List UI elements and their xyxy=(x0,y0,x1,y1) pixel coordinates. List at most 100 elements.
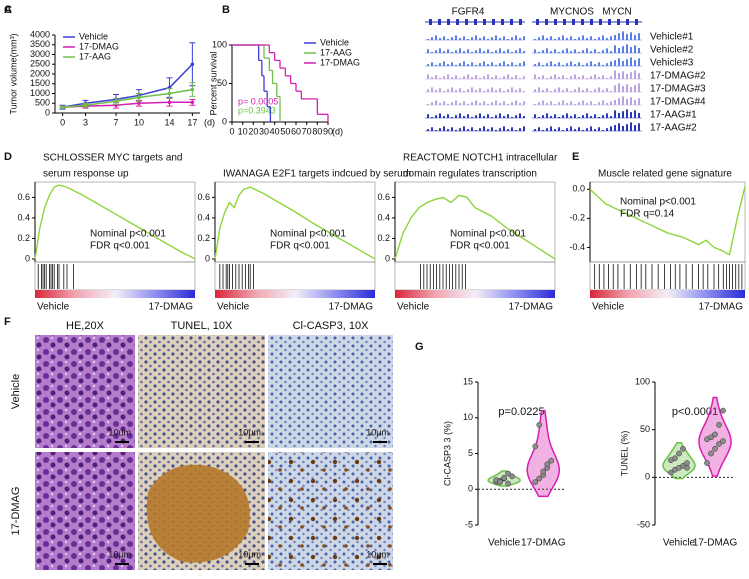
y-tick-label: -5 xyxy=(465,519,473,529)
track-signal xyxy=(626,109,628,118)
track-signal xyxy=(439,38,441,40)
track-signal xyxy=(630,47,632,53)
track-signal xyxy=(435,50,437,53)
track-signal xyxy=(511,52,513,53)
exon xyxy=(626,19,629,25)
track-signal xyxy=(475,90,477,92)
track-signal xyxy=(554,104,556,105)
point xyxy=(167,91,172,96)
enrichment-curve xyxy=(589,186,746,256)
track-signal xyxy=(574,104,576,105)
x-tick-label: 80 xyxy=(312,126,322,136)
track-signal xyxy=(610,101,612,105)
track-signal xyxy=(519,88,521,92)
track-signal xyxy=(507,104,509,105)
legend-label: 17-AAG xyxy=(79,51,111,61)
y-tick-label: 50 xyxy=(640,424,650,434)
track-signal xyxy=(594,114,596,118)
track-signal xyxy=(483,36,485,40)
track-signal xyxy=(550,101,552,105)
track-signal xyxy=(598,102,600,105)
track-signal xyxy=(582,90,584,92)
enrichment-curve xyxy=(34,184,196,260)
track-signal xyxy=(546,38,548,40)
track-signal xyxy=(499,38,501,40)
stained-cells xyxy=(268,452,393,570)
y-axis-label: TUNEL (%) xyxy=(619,431,629,477)
track-signal xyxy=(439,88,441,92)
x-tick-label: 90 xyxy=(323,126,333,136)
exon xyxy=(599,19,602,25)
track-signal xyxy=(455,35,457,40)
track-signal xyxy=(622,96,624,105)
track-signal xyxy=(427,64,429,66)
y-tick-label: 2000 xyxy=(30,68,50,78)
micrograph xyxy=(35,335,135,448)
panel-label: E xyxy=(572,151,579,163)
track-signal xyxy=(495,75,497,79)
track-signal xyxy=(622,126,624,131)
track-signal xyxy=(491,87,493,92)
rank-bar xyxy=(215,290,375,298)
track-signal xyxy=(618,33,620,40)
exon xyxy=(456,19,459,25)
track-signal xyxy=(546,63,548,66)
track-signal xyxy=(550,91,552,92)
point xyxy=(684,460,690,466)
series-line xyxy=(62,88,193,108)
sample-label: 17-DMAG#4 xyxy=(650,97,706,108)
track-signal xyxy=(538,37,540,40)
y-tick-label: 100 xyxy=(635,376,650,386)
track-signal xyxy=(523,101,525,105)
y-tick-label: 10 xyxy=(463,412,473,422)
track-signal xyxy=(602,115,604,118)
track-signal xyxy=(558,52,560,53)
track-signal xyxy=(546,103,548,105)
track-signal xyxy=(614,35,616,40)
annotation: FDR q<0.001 xyxy=(90,241,150,252)
track-signal xyxy=(614,100,616,105)
point xyxy=(190,100,195,105)
x-tick-label: Vehicle xyxy=(663,538,696,549)
track-signal xyxy=(459,103,461,105)
track-signal xyxy=(542,65,544,66)
y-tick-label: 2500 xyxy=(30,59,50,69)
x-tick-label: 0 xyxy=(60,117,65,127)
track-signal xyxy=(523,61,525,66)
sample-label: Vehicle#1 xyxy=(650,32,694,43)
track-signal xyxy=(443,116,445,118)
track-signal xyxy=(447,114,449,118)
exon xyxy=(590,19,593,25)
point xyxy=(716,422,722,428)
track-signal xyxy=(459,113,461,118)
x-axis-label: (d) xyxy=(332,126,343,136)
x-tick-label: 3 xyxy=(83,117,88,127)
track-signal xyxy=(566,48,568,53)
annotation: p= 0.0005 xyxy=(238,96,278,106)
track-signal xyxy=(523,116,525,118)
track-signal xyxy=(594,39,596,40)
track-signal xyxy=(443,36,445,40)
track-signal xyxy=(471,102,473,105)
track-signal xyxy=(431,37,433,40)
track-signal xyxy=(586,78,588,79)
column-label: Cl-CASP3, 10X xyxy=(293,320,369,332)
x-tick-label: 17-DMAG xyxy=(693,538,738,549)
track-signal xyxy=(459,88,461,92)
track-signal xyxy=(519,128,521,131)
track-signal xyxy=(515,65,517,66)
track-signal xyxy=(574,129,576,131)
x-tick-label: 20 xyxy=(248,126,258,136)
point xyxy=(536,475,543,482)
track-signal xyxy=(483,116,485,118)
point xyxy=(668,469,674,476)
track-signal xyxy=(499,103,501,105)
track-signal xyxy=(435,75,437,79)
point xyxy=(137,95,141,100)
track-signal xyxy=(542,75,544,79)
track-signal xyxy=(606,78,608,79)
track-signal xyxy=(634,60,636,66)
track-signal xyxy=(459,48,461,53)
track-signal xyxy=(507,39,509,40)
